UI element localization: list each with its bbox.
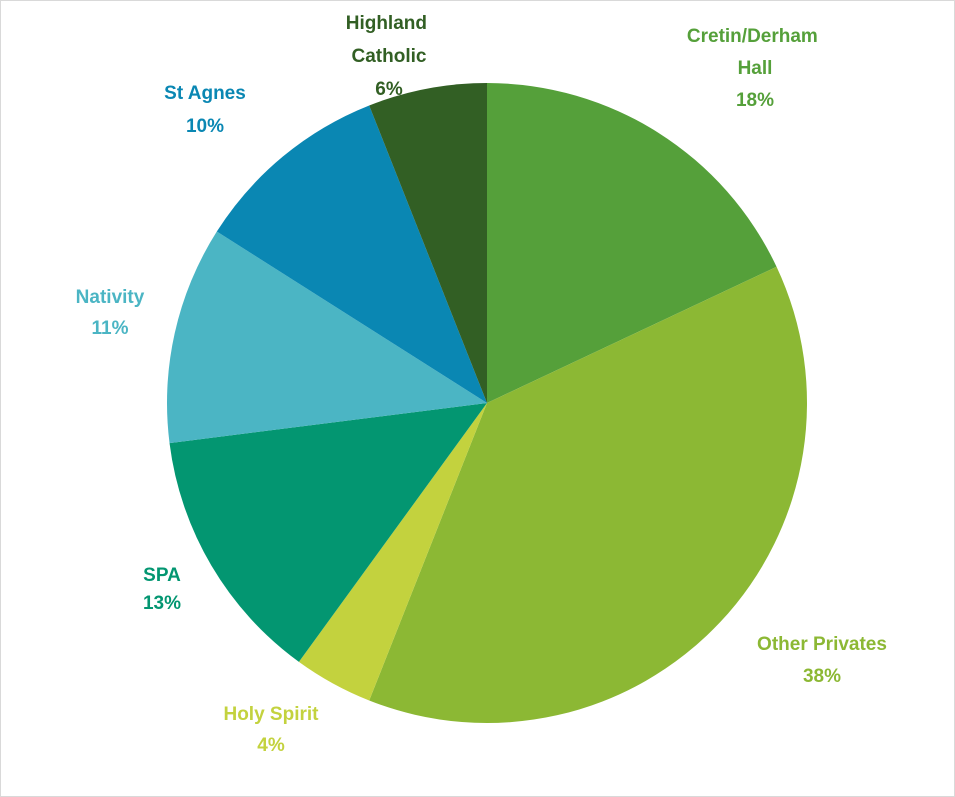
slice-label: SPA bbox=[143, 565, 181, 586]
slice-label: Highland Catholic bbox=[346, 13, 433, 67]
pie-slice bbox=[216, 105, 487, 403]
slice-value-label: 38% bbox=[803, 666, 841, 687]
slice-value-label: 6% bbox=[375, 79, 403, 100]
slice-value-label: 4% bbox=[257, 735, 285, 756]
slice-value-label: 18% bbox=[736, 90, 774, 111]
slice-label: St Agnes bbox=[164, 83, 246, 104]
slice-label: Holy Spirit bbox=[223, 704, 319, 725]
pie-slice bbox=[487, 83, 777, 403]
slice-value-label: 11% bbox=[92, 318, 129, 339]
slice-label: Other Privates bbox=[757, 634, 887, 655]
pie-slice bbox=[166, 231, 487, 444]
pie-slice bbox=[298, 403, 487, 701]
slice-label: Cretin/Derham Hall bbox=[687, 26, 823, 79]
slice-value-label: 13% bbox=[143, 593, 181, 614]
pie-slice bbox=[369, 266, 808, 724]
slice-label: Nativity bbox=[76, 287, 145, 308]
slice-value-label: 10% bbox=[186, 116, 224, 137]
pie-slice bbox=[169, 403, 487, 662]
pie-slice bbox=[369, 83, 487, 403]
